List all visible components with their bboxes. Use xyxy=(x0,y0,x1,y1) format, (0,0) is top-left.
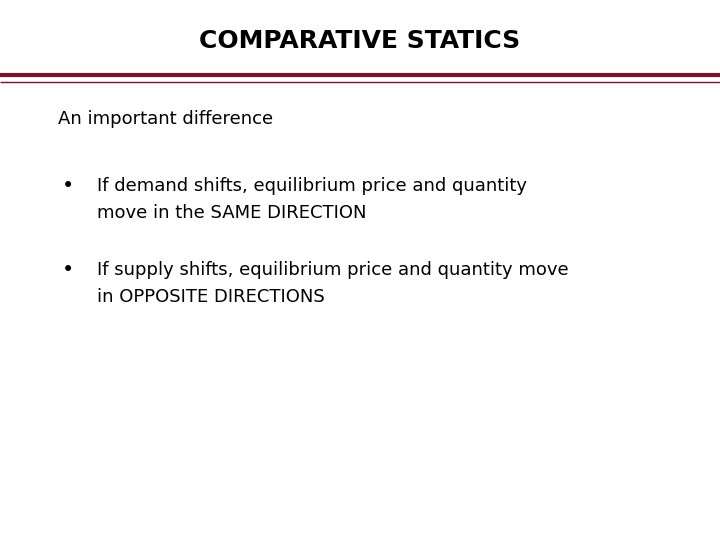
Text: •: • xyxy=(62,176,75,197)
Text: in OPPOSITE DIRECTIONS: in OPPOSITE DIRECTIONS xyxy=(97,288,325,306)
Text: COMPARATIVE STATICS: COMPARATIVE STATICS xyxy=(199,29,521,52)
Text: •: • xyxy=(62,260,75,280)
Text: An important difference: An important difference xyxy=(58,110,273,128)
Text: If supply shifts, equilibrium price and quantity move: If supply shifts, equilibrium price and … xyxy=(97,261,569,279)
Text: move in the SAME DIRECTION: move in the SAME DIRECTION xyxy=(97,204,366,222)
Text: If demand shifts, equilibrium price and quantity: If demand shifts, equilibrium price and … xyxy=(97,177,527,195)
